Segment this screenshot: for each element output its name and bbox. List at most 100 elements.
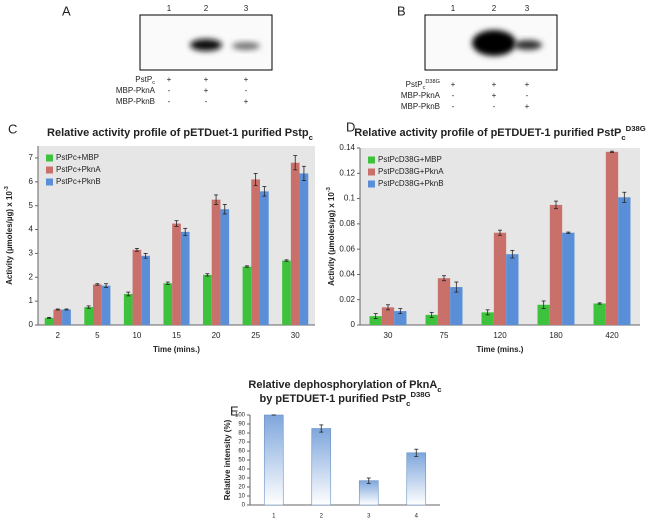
y-tick-label: 70 [238, 440, 245, 446]
x-tick-label: 5 [95, 331, 100, 340]
panel-label: E [230, 403, 239, 418]
text: MBP-PknB [401, 102, 440, 111]
bar [549, 204, 563, 325]
bar [381, 307, 395, 325]
x-tick-label: 25 [251, 331, 260, 340]
bar [211, 199, 221, 325]
mark: + [492, 80, 497, 89]
bar [141, 255, 150, 325]
subscript: c [406, 399, 411, 408]
bar [123, 293, 133, 325]
label: Relative activity profile of pETDuet-1 p… [47, 127, 314, 142]
y-tick-label: 1 [29, 296, 34, 305]
subscript: c [437, 385, 442, 394]
bar [180, 231, 190, 325]
label: Activity (µmoles/µg) x 10-3 [326, 187, 336, 286]
panel-label: B [397, 3, 406, 18]
bar [62, 309, 71, 325]
y-tick-label: 0.12 [339, 168, 355, 177]
y-tick-label: 80 [238, 431, 245, 437]
x-tick-label: 75 [440, 331, 449, 340]
error-bar [244, 265, 249, 268]
error-bar [205, 273, 210, 277]
bar [220, 209, 230, 325]
y-tick-label: 0 [242, 503, 246, 509]
bar [101, 285, 111, 325]
y-tick-label: 0 [351, 320, 356, 329]
legend-label: PstPcD38G+MBP [378, 155, 442, 164]
bar [450, 287, 463, 325]
text: Activity (µmoles/µg) x 10 [327, 192, 336, 286]
x-axis-label: Time (mins.) [477, 345, 524, 354]
legend-label: PstPc+MBP [56, 153, 99, 162]
mark: - [452, 91, 455, 100]
x-tick-label: 30 [384, 331, 393, 340]
error-bar [222, 204, 227, 215]
legend-label: PstPcD38G+PknA [378, 167, 444, 176]
text: Relative activity profile of pETDuet-1 p… [47, 127, 309, 139]
bar [93, 284, 102, 325]
y-tick-label: 50 [238, 458, 245, 464]
bar [203, 274, 212, 325]
panel-label: D [346, 119, 355, 134]
error-bar [104, 283, 109, 288]
bar [299, 173, 309, 325]
superscript: -3 [326, 187, 332, 192]
bar [282, 260, 291, 325]
legend-swatch [368, 180, 375, 188]
error-bar [262, 186, 267, 197]
x-tick-label: 120 [493, 331, 507, 340]
error-bar [319, 424, 324, 433]
mark: + [244, 97, 249, 106]
bar [618, 197, 631, 325]
bar [493, 232, 507, 325]
mark: - [245, 86, 248, 95]
bar [290, 162, 300, 325]
band [472, 30, 516, 56]
y-tick-label: 10 [238, 494, 245, 500]
mark: + [525, 102, 530, 111]
error-bar [64, 308, 69, 311]
bar [481, 312, 494, 325]
y-tick-label: 4 [29, 225, 34, 234]
y-tick-label: 2 [29, 272, 34, 281]
bar [251, 179, 260, 325]
y-tick-label: 0.06 [339, 244, 355, 253]
error-bar [541, 300, 546, 309]
x-tick-label: 180 [549, 331, 563, 340]
error-bar [366, 477, 371, 484]
y-tick-label: 20 [238, 485, 245, 491]
bar [53, 309, 63, 325]
y-tick-label: 0.1 [344, 194, 356, 203]
lane-number: 2 [204, 4, 209, 13]
y-tick-label: 30 [238, 476, 245, 482]
text: MBP-PknA [401, 91, 441, 100]
bar [369, 316, 382, 325]
lane-number: 1 [167, 4, 172, 13]
error-bar [86, 305, 91, 309]
x-tick-label: 20 [212, 331, 221, 340]
x-tick-label: 4 [415, 514, 419, 520]
label: MBP-PknB [116, 97, 155, 106]
error-bar [498, 229, 502, 236]
text: PstP [135, 75, 152, 84]
label: by pETDUET-1 purified PstPcD38G [259, 390, 430, 408]
error-bar [55, 308, 60, 311]
mark: + [167, 75, 172, 84]
mark: + [244, 75, 249, 84]
x-tick-label: 3 [367, 514, 371, 520]
error-bar [143, 252, 148, 259]
error-bar [454, 281, 459, 293]
x-tick-label: 2 [320, 514, 324, 520]
error-bar [47, 316, 52, 319]
legend-label: PstPcD38G+PknB [378, 179, 444, 188]
superscript: D38G [626, 124, 646, 133]
y-tick-label: 60 [238, 449, 245, 455]
mark: - [168, 97, 171, 106]
bar [263, 414, 284, 506]
error-bar [165, 281, 170, 285]
mark: + [451, 80, 456, 89]
legend-label: PstPc+PknB [56, 177, 101, 186]
error-bar [610, 150, 614, 153]
bar [132, 249, 142, 325]
